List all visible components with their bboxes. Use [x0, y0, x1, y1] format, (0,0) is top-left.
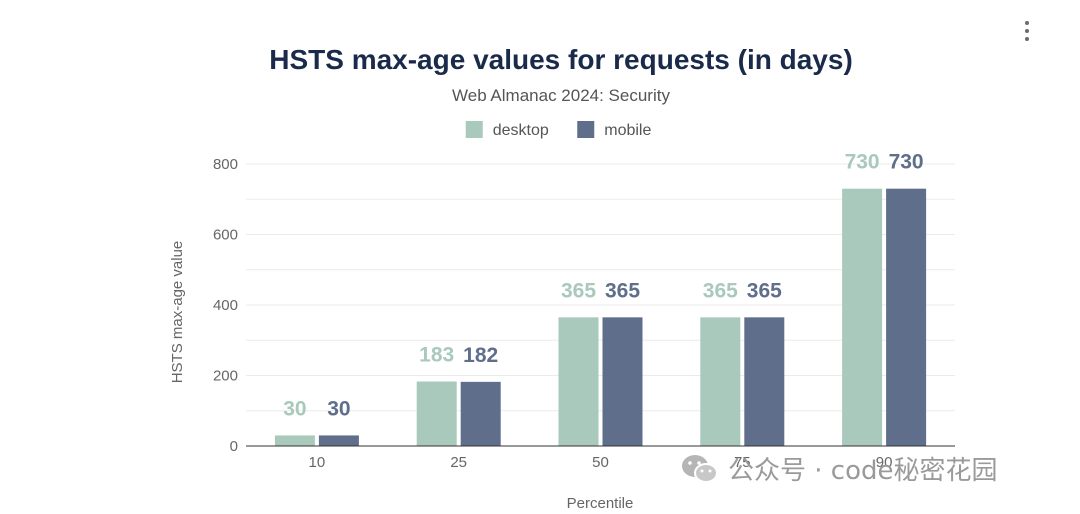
y-tick-label: 400 [213, 297, 238, 314]
x-tick-label: 25 [450, 454, 467, 471]
watermark: 公众号 · code秘密花园 [680, 450, 998, 487]
kebab-menu-icon [1025, 29, 1029, 33]
legend-swatch-mobile [577, 121, 595, 138]
y-tick-label: 800 [213, 156, 238, 173]
chart-menu-button[interactable] [1016, 16, 1038, 46]
bar-label-mobile-90: 730 [889, 151, 924, 174]
watermark-text: 公众号 · code秘密花园 [728, 456, 998, 486]
kebab-menu-icon [1025, 37, 1029, 41]
chart-title: HSTS max-age values for requests (in day… [269, 44, 853, 75]
legend: desktop mobile [465, 121, 651, 139]
x-tick-label: 75 [734, 454, 751, 471]
legend-label-mobile: mobile [604, 122, 651, 139]
bar-label-desktop-75: 365 [703, 279, 738, 302]
bar-mobile-75 [744, 317, 785, 446]
gridlines [246, 163, 955, 447]
y-tick-label: 600 [213, 227, 238, 244]
y-axis-ticks: 0 200 400 600 800 [213, 156, 238, 455]
bar-label-mobile-10: 30 [327, 397, 350, 420]
bar-label-desktop-10: 30 [283, 397, 306, 420]
bar-desktop-10 [274, 435, 315, 446]
bar-mobile-25 [460, 381, 501, 446]
kebab-menu-icon [1025, 21, 1029, 25]
bar-label-desktop-90: 730 [845, 151, 880, 174]
bar-mobile-10 [318, 435, 359, 446]
bar-desktop-75 [700, 317, 741, 446]
y-tick-label: 200 [213, 368, 238, 385]
x-tick-label: 10 [309, 454, 326, 471]
bar-label-mobile-75: 365 [747, 279, 782, 302]
bar-label-mobile-25: 182 [463, 344, 498, 367]
chart-subtitle: Web Almanac 2024: Security [452, 86, 670, 105]
bar-value-labels: 30 30 183 182 365 365 365 365 730 730 [283, 151, 923, 421]
x-tick-label: 90 [876, 454, 893, 471]
bar-label-mobile-50: 365 [605, 279, 640, 302]
legend-swatch-desktop [465, 121, 483, 138]
bar-desktop-90 [842, 188, 883, 447]
bar-mobile-90 [886, 188, 927, 447]
wechat-icon [682, 454, 718, 483]
y-axis-title: HSTS max-age value [169, 241, 186, 384]
x-axis-ticks: 10 25 50 75 90 [309, 454, 893, 471]
bar-desktop-25 [416, 381, 457, 446]
x-axis-title: Percentile [567, 495, 634, 512]
bar-label-desktop-50: 365 [561, 279, 596, 302]
bar-desktop-50 [558, 317, 599, 446]
bar-label-desktop-25: 183 [419, 343, 454, 366]
legend-label-desktop: desktop [493, 122, 549, 139]
x-tick-label: 50 [592, 454, 609, 471]
bar-mobile-50 [602, 317, 643, 446]
y-tick-label: 0 [230, 438, 238, 455]
bars [274, 188, 927, 447]
